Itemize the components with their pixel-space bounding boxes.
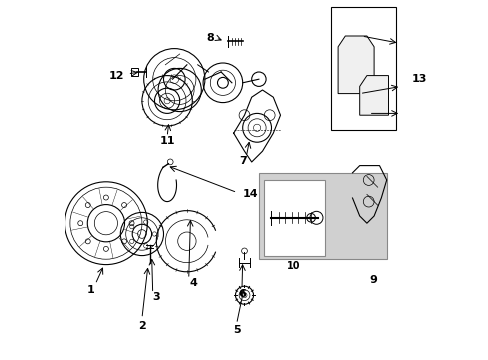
Polygon shape: [359, 76, 387, 115]
Text: 8: 8: [206, 33, 214, 43]
Bar: [131, 68, 137, 76]
Bar: [258, 173, 386, 259]
Text: 7: 7: [238, 156, 246, 166]
Text: 12: 12: [108, 71, 123, 81]
Text: 6: 6: [238, 289, 245, 300]
Text: 14: 14: [242, 189, 258, 199]
Text: 11: 11: [159, 136, 175, 146]
Text: 4: 4: [189, 278, 197, 288]
Text: 9: 9: [368, 275, 376, 285]
Bar: [330, 7, 395, 130]
Text: 2: 2: [138, 321, 145, 331]
Text: 10: 10: [286, 261, 300, 271]
Text: 5: 5: [232, 325, 240, 336]
Bar: [264, 180, 325, 256]
Text: 13: 13: [411, 74, 427, 84]
Text: 1: 1: [87, 285, 95, 295]
Text: 3: 3: [152, 292, 160, 302]
Polygon shape: [337, 36, 373, 94]
